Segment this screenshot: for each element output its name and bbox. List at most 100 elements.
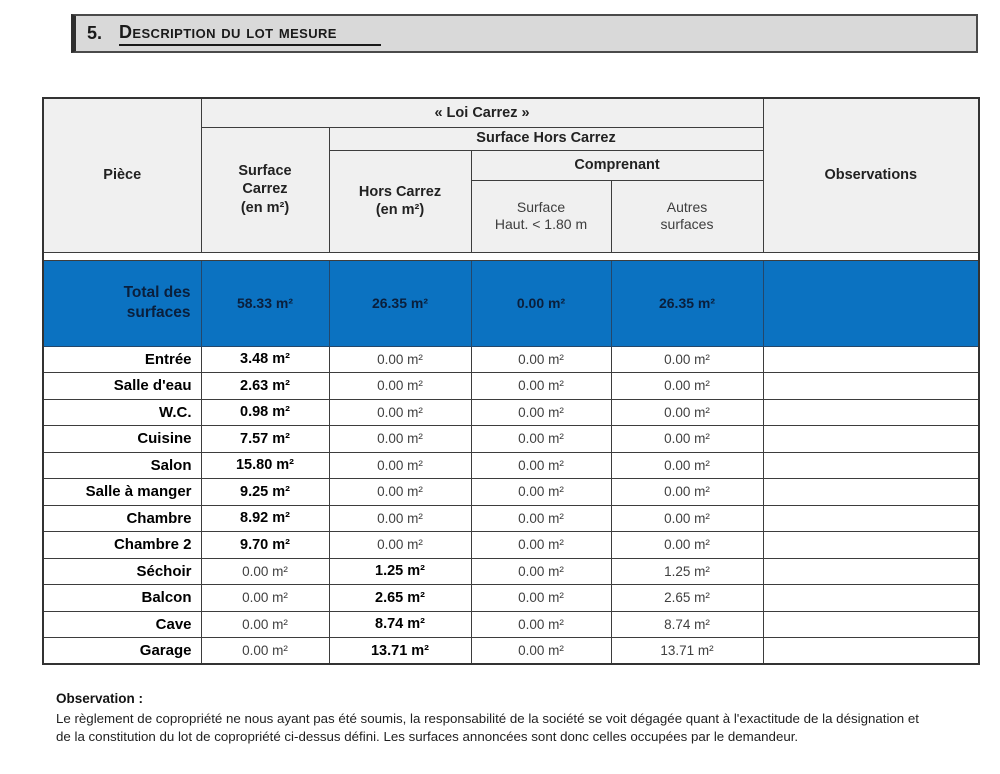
observation-cell [762, 451, 980, 479]
haut-value: 0.00 m² [470, 637, 612, 665]
observation-cell [762, 637, 980, 665]
hors-carrez-value: 0.00 m² [328, 504, 472, 532]
col-header-surface-carrez: Surface Carrez (en m²) [200, 126, 330, 253]
header-row-4: Surface Haut. < 1.80 m Autres surfaces [43, 179, 979, 253]
col-header-surface-haut: Surface Haut. < 1.80 m [470, 179, 612, 253]
haut-value: 0.00 m² [470, 398, 612, 426]
observation-cell [762, 345, 980, 373]
table-row: Entrée 3.48 m² 0.00 m² 0.00 m² 0.00 m² [42, 345, 980, 373]
haut-value: 0.00 m² [470, 345, 612, 373]
hors-carrez-value: 0.00 m² [328, 531, 472, 559]
carrez-value: 9.25 m² [200, 478, 330, 506]
col-header-piece: Pièce [42, 97, 202, 253]
haut-value: 0.00 m² [470, 610, 612, 638]
room-name: Cuisine [42, 425, 202, 453]
col-header-autres-surfaces: Autres surfaces [610, 179, 764, 253]
room-name: Garage [42, 637, 202, 665]
room-name: Entrée [42, 345, 202, 373]
haut-value: 0.00 m² [470, 425, 612, 453]
section-number: 5. [87, 23, 103, 43]
col-header-surface-hors-carrez: Surface Hors Carrez [328, 126, 764, 151]
header-row-1: Pièce « Loi Carrez » Observations [42, 97, 980, 253]
autres-value: 0.00 m² [610, 451, 764, 479]
section-title: Description du lot mesure [119, 22, 381, 46]
observation-cell [762, 398, 980, 426]
observation-cell [762, 531, 980, 559]
room-name: Cave [42, 610, 202, 638]
autres-value: 0.00 m² [610, 478, 764, 506]
col-header-hors-carrez: Hors Carrez (en m²) [328, 149, 472, 253]
hors-carrez-value: 0.00 m² [328, 398, 472, 426]
header-row-2: Surface Carrez (en m²) Surface Hors Carr… [43, 126, 979, 253]
room-name: Salon [42, 451, 202, 479]
total-haut-value: 0.00 m² [470, 259, 612, 347]
observation-cell [762, 425, 980, 453]
autres-value: 0.00 m² [610, 345, 764, 373]
room-name: Chambre [42, 504, 202, 532]
hors-carrez-value: 0.00 m² [328, 451, 472, 479]
room-name: W.C. [42, 398, 202, 426]
table-row: Salle à manger 9.25 m² 0.00 m² 0.00 m² 0… [42, 478, 980, 506]
haut-value: 0.00 m² [470, 557, 612, 585]
room-name: Salle d'eau [42, 372, 202, 400]
section-header: 5. Description du lot mesure [71, 14, 978, 53]
room-name: Salle à manger [42, 478, 202, 506]
room-name: Séchoir [42, 557, 202, 585]
total-observations-cell [762, 259, 980, 347]
hors-carrez-value: 8.74 m² [328, 610, 472, 638]
carrez-value: 9.70 m² [200, 531, 330, 559]
table-row: Garage 0.00 m² 13.71 m² 0.00 m² 13.71 m² [42, 637, 980, 665]
table-row: Salle d'eau 2.63 m² 0.00 m² 0.00 m² 0.00… [42, 372, 980, 400]
carrez-value: 0.98 m² [200, 398, 330, 426]
carrez-value: 8.92 m² [200, 504, 330, 532]
observation-label: Observation : [56, 691, 144, 706]
haut-value: 0.00 m² [470, 531, 612, 559]
haut-value: 0.00 m² [470, 372, 612, 400]
observation-cell [762, 478, 980, 506]
total-carrez-value: 58.33 m² [200, 259, 330, 347]
carrez-value: 7.57 m² [200, 425, 330, 453]
hors-carrez-value: 1.25 m² [328, 557, 472, 585]
carrez-value: 3.48 m² [200, 345, 330, 373]
total-row: Total des surfaces 58.33 m² 26.35 m² 0.0… [42, 259, 980, 347]
spacer-row [43, 251, 980, 261]
total-hors-carrez-value: 26.35 m² [328, 259, 472, 347]
hors-carrez-value: 2.65 m² [328, 584, 472, 612]
autres-value: 2.65 m² [610, 584, 764, 612]
table-row: Séchoir 0.00 m² 1.25 m² 0.00 m² 1.25 m² [42, 557, 980, 585]
autres-value: 0.00 m² [610, 398, 764, 426]
carrez-value: 2.63 m² [200, 372, 330, 400]
hors-carrez-value: 0.00 m² [328, 478, 472, 506]
autres-value: 13.71 m² [610, 637, 764, 665]
observation-cell [762, 557, 980, 585]
observation-cell [762, 504, 980, 532]
autres-value: 0.00 m² [610, 425, 764, 453]
col-header-observations: Observations [762, 97, 980, 253]
total-autres-value: 26.35 m² [610, 259, 764, 347]
carrez-value: 0.00 m² [200, 584, 330, 612]
room-name: Balcon [42, 584, 202, 612]
table-row: Cave 0.00 m² 8.74 m² 0.00 m² 8.74 m² [42, 610, 980, 638]
autres-value: 1.25 m² [610, 557, 764, 585]
surfaces-table: Pièce « Loi Carrez » Observations Surfac… [42, 97, 981, 665]
haut-value: 0.00 m² [470, 478, 612, 506]
col-header-loi-carrez: « Loi Carrez » [200, 97, 764, 128]
autres-value: 8.74 m² [610, 610, 764, 638]
observation-text-line-1: Le règlement de copropriété ne nous ayan… [56, 711, 919, 726]
hors-carrez-value: 0.00 m² [328, 345, 472, 373]
total-label: Total des surfaces [42, 259, 202, 347]
table-row: Chambre 8.92 m² 0.00 m² 0.00 m² 0.00 m² [42, 504, 980, 532]
autres-value: 0.00 m² [610, 372, 764, 400]
observation-cell [762, 372, 980, 400]
autres-value: 0.00 m² [610, 531, 764, 559]
table-row: Salon 15.80 m² 0.00 m² 0.00 m² 0.00 m² [42, 451, 980, 479]
hors-carrez-value: 0.00 m² [328, 372, 472, 400]
header-row-3: Hors Carrez (en m²) Comprenant [43, 149, 979, 253]
table-row: Chambre 2 9.70 m² 0.00 m² 0.00 m² 0.00 m… [42, 531, 980, 559]
rooms-body: Entrée 3.48 m² 0.00 m² 0.00 m² 0.00 m² S… [42, 345, 980, 665]
carrez-value: 15.80 m² [200, 451, 330, 479]
table-row: Cuisine 7.57 m² 0.00 m² 0.00 m² 0.00 m² [42, 425, 980, 453]
haut-value: 0.00 m² [470, 451, 612, 479]
col-header-comprenant: Comprenant [470, 149, 764, 181]
observation-cell [762, 584, 980, 612]
